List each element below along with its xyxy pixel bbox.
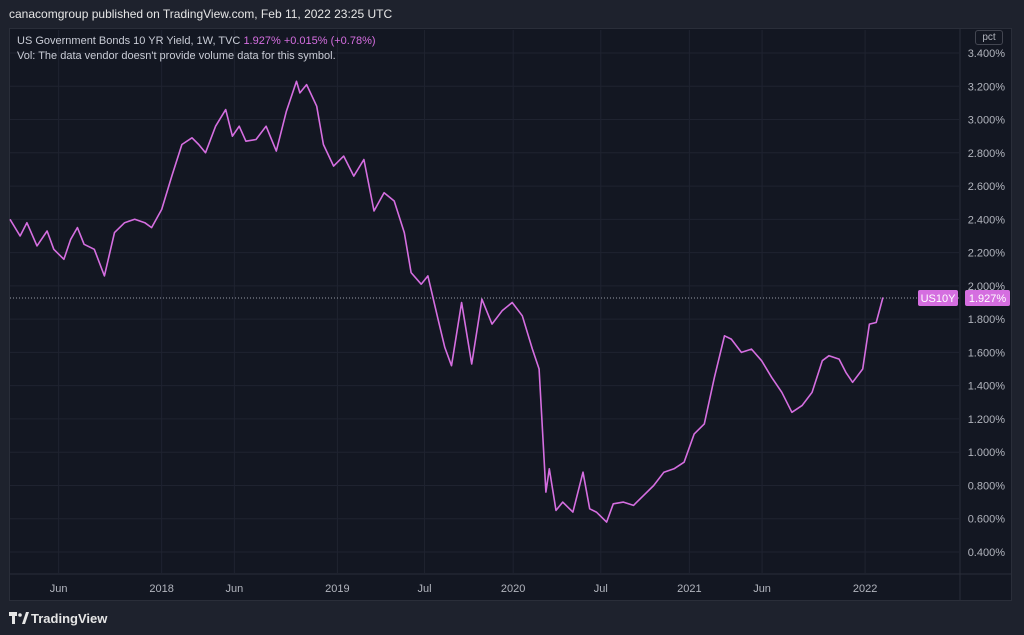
price-scale-unit-button[interactable]: pct (975, 30, 1003, 45)
time-tick-label: Jul (418, 583, 432, 595)
last-price-tag: 1.927% (969, 293, 1007, 305)
time-tick-label: 2021 (677, 583, 701, 595)
price-tick-label: 1.000% (968, 447, 1006, 459)
time-tick-label: 2019 (325, 583, 349, 595)
price-tick-label: 0.800% (968, 480, 1006, 492)
price-tick-label: 3.000% (968, 115, 1006, 127)
symbol-description[interactable]: US Government Bonds 10 YR Yield, 1W, TVC (17, 35, 241, 47)
price-tick-label: 0.600% (968, 514, 1006, 526)
footer: TradingView (0, 601, 1024, 635)
price-tick-label: 0.400% (968, 547, 1006, 559)
price-tick-label: 1.200% (968, 414, 1006, 426)
last-price-tag-bg (965, 290, 1010, 307)
price-tick-label: 3.200% (968, 81, 1006, 93)
price-axis[interactable]: 3.400% 3.200% 3.000% 2.800% 2.600% 2.400% 2.20… (968, 48, 1006, 559)
brand-name[interactable]: TradingView (31, 611, 108, 626)
price-tick-label: 2.000% (968, 281, 1006, 293)
price-tick-label: 2.600% (968, 181, 1006, 193)
time-tick-label: Jul (594, 583, 608, 595)
price-tick-label: 2.400% (968, 214, 1006, 226)
price-tick-label: 3.400% (968, 48, 1006, 60)
time-tick-label: Jun (753, 583, 771, 595)
time-tick-label: 2018 (149, 583, 173, 595)
time-axis[interactable]: Jun 2018 Jun 2019 Jul 2020 Jul 2021 Jun 2022 (50, 583, 878, 595)
chart-legend[interactable]: US Government Bonds 10 YR Yield, 1W, TVC… (17, 34, 376, 64)
tradingview-logo-icon[interactable] (9, 612, 29, 624)
price-tick-label: 1.800% (968, 314, 1006, 326)
price-tick-label: 2.200% (968, 248, 1006, 260)
time-tick-label: Jun (225, 583, 243, 595)
price-tick-label: 1.600% (968, 347, 1006, 359)
price-tick-label: 1.400% (968, 381, 1006, 393)
grid-lines (10, 30, 959, 573)
symbol-tag: US10Y (921, 293, 957, 305)
top-bar: canacomgroup published on TradingView.co… (0, 0, 1024, 28)
legend-change: +0.015% (+0.78%) (283, 35, 376, 47)
price-tick-label: 2.800% (968, 148, 1006, 160)
last-price-tags: US10Y 1.927% (918, 290, 1010, 307)
legend-last-value: 1.927% (243, 35, 281, 47)
chart-canvas[interactable]: 3.400% 3.200% 3.000% 2.800% 2.600% 2.400% 2.20… (0, 0, 1024, 601)
time-tick-label: 2020 (501, 583, 525, 595)
volume-note: Vol: The data vendor doesn't provide vol… (17, 50, 336, 62)
chart-panel[interactable] (9, 28, 1012, 601)
time-tick-label: Jun (50, 583, 68, 595)
time-tick-label: 2022 (853, 583, 877, 595)
series-line-us10y[interactable] (9, 80, 884, 523)
symbol-tag-bg (918, 290, 958, 307)
publish-info: canacomgroup published on TradingView.co… (9, 7, 393, 21)
